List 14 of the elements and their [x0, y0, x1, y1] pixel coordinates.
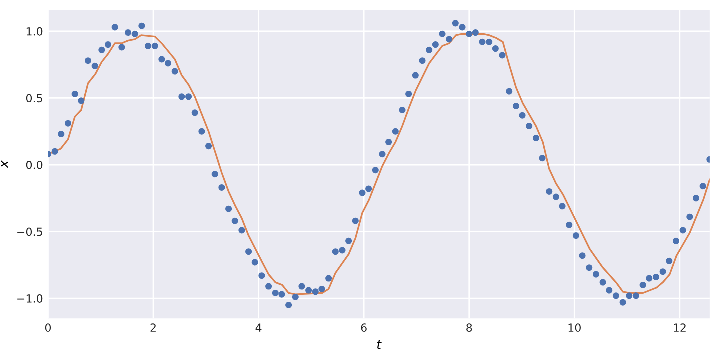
x-tick-label: 2	[150, 324, 156, 332]
y-tick-label: −0.5	[18, 228, 42, 236]
x-tick-label: 8	[466, 324, 472, 332]
x-tick-label: 0	[45, 324, 52, 332]
x-axis-title: t	[377, 340, 382, 350]
y-tick-label: −1.0	[18, 294, 43, 303]
y-tick-label: 1.0	[26, 27, 43, 36]
y-tick-label: 0.5	[26, 94, 42, 103]
x-tick-label: 12	[674, 324, 686, 332]
x-tick-label: 10	[568, 324, 581, 332]
x-tick-label: 6	[361, 324, 367, 332]
y-tick-label: 0.0	[26, 160, 43, 170]
x-tick-label: 4	[256, 324, 262, 332]
y-axis-title: x	[1, 160, 8, 168]
